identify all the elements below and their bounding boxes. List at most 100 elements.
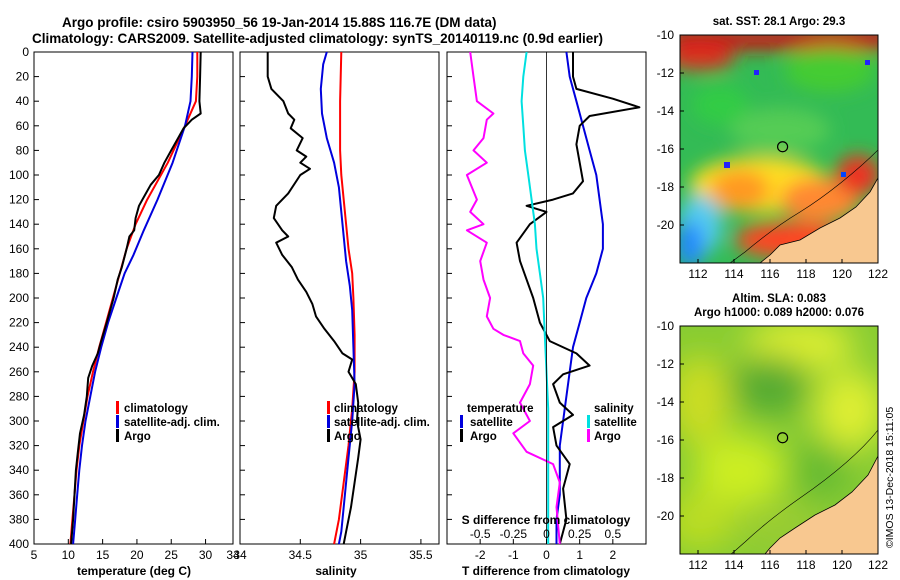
series-line-satellite-adj-clim- [319,51,356,545]
legend-swatch-satellite [327,415,330,428]
map-y-tick-label: -10 [657,28,675,42]
map-x-tick-label: 112 [688,267,707,281]
legend-argo: Argo [334,431,361,443]
temperature-legend: climatology satellite-adj. clim. Argo [116,401,220,443]
top-x-tick-label: -0.5 [470,527,491,541]
legend-swatch-s-argo [587,429,590,442]
top-x-tick-label: 0.5 [604,527,621,541]
legend-t-argo: Argo [470,431,497,443]
x-tick-label: 34 [226,548,240,562]
legend-swatch-argo [327,429,330,442]
x-tick-label: 15 [96,548,110,562]
series-line-argo [266,52,362,545]
difference-series-group [465,51,641,545]
legend-t-satellite: satellite [470,417,513,429]
legend-argo: Argo [124,431,151,443]
series-line-t-satellite [555,51,604,544]
y-tick-label: 240 [9,340,29,354]
x-tick-label: 35 [354,548,368,562]
x-tick-label: 35.5 [409,548,433,562]
sst-argo-marker [776,141,789,153]
salinity-legend: climatology satellite-adj. clim. Argo [327,401,430,443]
map-y-tick-label: -12 [657,66,675,80]
series-line-satellite-adj-clim- [72,51,194,545]
top-x-tick-label: 0.25 [568,527,592,541]
legend-s-satellite: satellite [594,417,637,429]
y-tick-label: 320 [9,439,29,453]
salinity-xlabel: salinity [315,564,357,578]
legend-s-argo: Argo [594,431,621,443]
x-tick-label: 0 [543,548,550,562]
temperature-panel: 0 20 40 60 80 100 120 140 160 180 200 220 240 260 280 3… [9,45,240,578]
y-tick-label: 340 [9,463,29,477]
y-tick-label: 400 [9,537,29,551]
s-difference-xlabel: S difference from climatology [462,513,631,527]
map-x-tick-label: 116 [760,267,779,281]
y-tick-label: 0 [22,45,29,59]
sla-map-title-line1: Altim. SLA: 0.083 [732,293,826,305]
sst-coastline [759,177,878,263]
y-tick-label: 300 [9,414,29,428]
difference-legend-temperature: temperature satellite Argo [460,403,533,443]
y-tick-label: 280 [9,389,29,403]
map-x-tick-label: 114 [724,558,743,572]
x-tick-label: -1 [508,548,519,562]
sla-coastline [764,455,878,554]
y-tick-label: 100 [9,168,29,182]
y-tick-label: 80 [16,143,30,157]
y-tick-label: 260 [9,365,29,379]
legend-temperature-heading: temperature [467,403,533,415]
sla-map-title-line2: Argo h1000: 0.089 h2000: 0.076 [694,307,864,319]
salinity-panel: 34 34.5 35 35.5 salinity climatology satell… [233,51,440,578]
map-x-tick-label: 112 [688,558,707,572]
t-difference-tick-labels: -2 -1 0 1 2 [447,51,616,562]
map-x-tick-label: 122 [868,558,888,572]
legend-climatology: climatology [334,403,399,415]
sst-map-title: sat. SST: 28.1 Argo: 29.3 [713,16,846,28]
sst-isobath [729,149,878,263]
y-tick-label: 120 [9,193,29,207]
sst-map: sat. SST: 28.1 Argo: 29.3 [657,16,889,281]
series-line-s-satellite [520,51,550,544]
x-tick-label: 34.5 [289,548,313,562]
map-y-tick-label: -12 [657,357,675,371]
sla-map-image [680,326,878,554]
sst-map-ticks: 112 114 116 118 120 122 -10 -12 -14 -16 -18 -20 [657,28,889,281]
x-tick-label: 2 [609,548,616,562]
top-x-tick-label: -0.25 [500,527,528,541]
series-line-t-argo [515,52,641,545]
map-y-tick-label: -20 [657,509,675,523]
sla-map: Altim. SLA: 0.083 Argo h1000: 0.089 h200… [657,293,889,572]
salinity-series-group [266,51,362,545]
depth-tick-labels: 0 20 40 60 80 100 120 140 160 180 200 220 240 260 280 3… [9,45,39,551]
legend-swatch-climatology [116,401,119,414]
map-x-tick-label: 120 [832,558,852,572]
s-difference-tick-labels: -0.5 -0.25 0 0.25 0.5 [470,527,622,541]
x-tick-label: 5 [31,548,38,562]
figure-title-line1: Argo profile: csiro 5903950_56 19-Jan-20… [62,15,496,30]
x-tick-label: -2 [475,548,486,562]
legend-swatch-t-satellite [460,415,463,428]
map-y-tick-label: -18 [657,180,675,194]
legend-swatch-t-argo [460,429,463,442]
series-line-s-argo [465,51,561,545]
series-line-climatology [333,51,356,545]
legend-salinity-heading: salinity [594,403,634,415]
y-tick-label: 40 [16,94,30,108]
temperature-axes-frame [33,51,234,545]
difference-panel: -2 -1 0 1 2 -0.5 -0.25 0 0.25 0.5 S difference f… [446,51,647,578]
x-tick-label: 1 [576,548,583,562]
temperature-series-group [69,51,202,545]
y-tick-label: 160 [9,242,29,256]
x-tick-label: 10 [62,548,76,562]
map-y-tick-label: -16 [657,142,675,156]
temperature-xlabel: temperature (deg C) [77,564,191,578]
x-tick-label: 25 [165,548,179,562]
series-line-argo [70,51,202,545]
map-y-tick-label: -20 [657,218,675,232]
sla-map-ticks: 112 114 116 118 120 122 -10 -12 -14 -16 -18 -20 [657,319,889,572]
sst-map-image [680,35,878,263]
salinity-x-tick-labels: 34 34.5 35 35.5 [233,51,433,562]
x-tick-label: 34 [233,548,247,562]
